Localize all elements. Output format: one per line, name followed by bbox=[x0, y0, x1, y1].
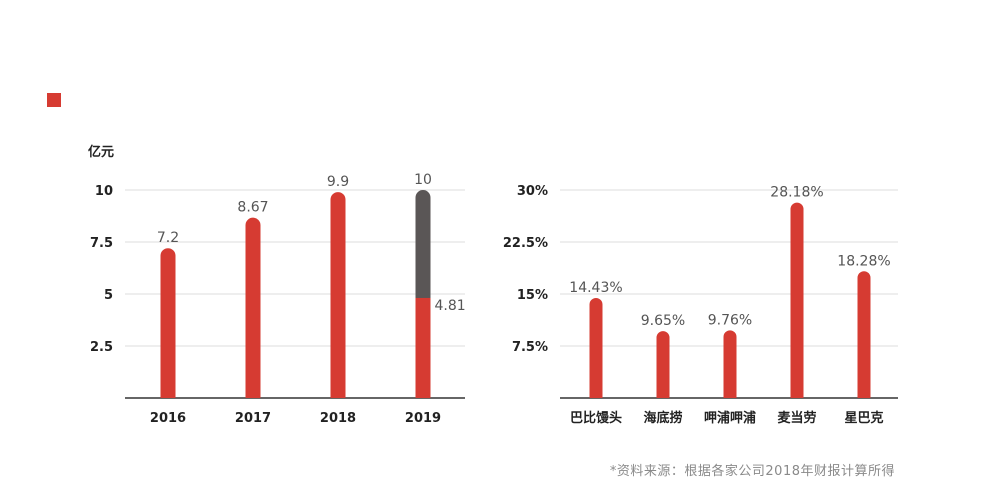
bar-value-label: 18.28% bbox=[837, 253, 890, 269]
y-tick-label: 10 bbox=[95, 184, 113, 199]
x-tick-label: 星巴克 bbox=[844, 410, 883, 426]
y-tick-label: 22.5% bbox=[503, 236, 548, 251]
legend-square bbox=[47, 93, 61, 107]
bar-red bbox=[790, 202, 804, 398]
y-tick-label: 15% bbox=[517, 288, 548, 303]
y-tick-label: 30% bbox=[517, 184, 548, 199]
source-note: *资料来源：根据各家公司2018年财报计算所得 bbox=[609, 464, 895, 479]
x-tick-label: 麦当劳 bbox=[777, 410, 816, 426]
x-tick-label: 海底捞 bbox=[643, 410, 682, 426]
x-tick-label: 呷浦呷浦 bbox=[704, 410, 756, 426]
bar-value-label: 7.2 bbox=[157, 230, 179, 246]
bar-red bbox=[656, 331, 670, 398]
y-tick-label: 5 bbox=[104, 288, 113, 303]
x-tick-label: 2018 bbox=[320, 411, 356, 426]
y-axis-unit-label: 亿元 bbox=[88, 144, 114, 160]
bar-value-label: 9.9 bbox=[327, 174, 349, 190]
x-tick-label: 2019 bbox=[405, 411, 441, 426]
bar-red bbox=[330, 192, 346, 398]
x-tick-label: 2016 bbox=[150, 411, 186, 426]
bar-value-label: 9.76% bbox=[708, 312, 752, 328]
bar-value-label: 28.18% bbox=[770, 185, 823, 201]
bar-value-label: 8.67 bbox=[237, 200, 268, 216]
bar-value-label: 9.65% bbox=[641, 313, 685, 329]
x-tick-label: 巴比馒头 bbox=[570, 410, 622, 426]
bar-red bbox=[245, 217, 261, 398]
y-tick-label: 7.5 bbox=[90, 236, 113, 251]
bar-split-value-label: 4.81 bbox=[435, 298, 466, 314]
bar-value-label: 10 bbox=[414, 172, 432, 188]
x-tick-label: 2017 bbox=[235, 411, 271, 426]
bar-red bbox=[589, 297, 603, 398]
bar-red bbox=[723, 330, 737, 398]
bar-red bbox=[415, 297, 431, 398]
y-tick-label: 2.5 bbox=[90, 340, 113, 355]
y-tick-label: 7.5% bbox=[512, 340, 548, 355]
bar-red bbox=[160, 248, 176, 398]
bar-value-label: 14.43% bbox=[569, 280, 622, 296]
bar-red bbox=[857, 271, 871, 398]
